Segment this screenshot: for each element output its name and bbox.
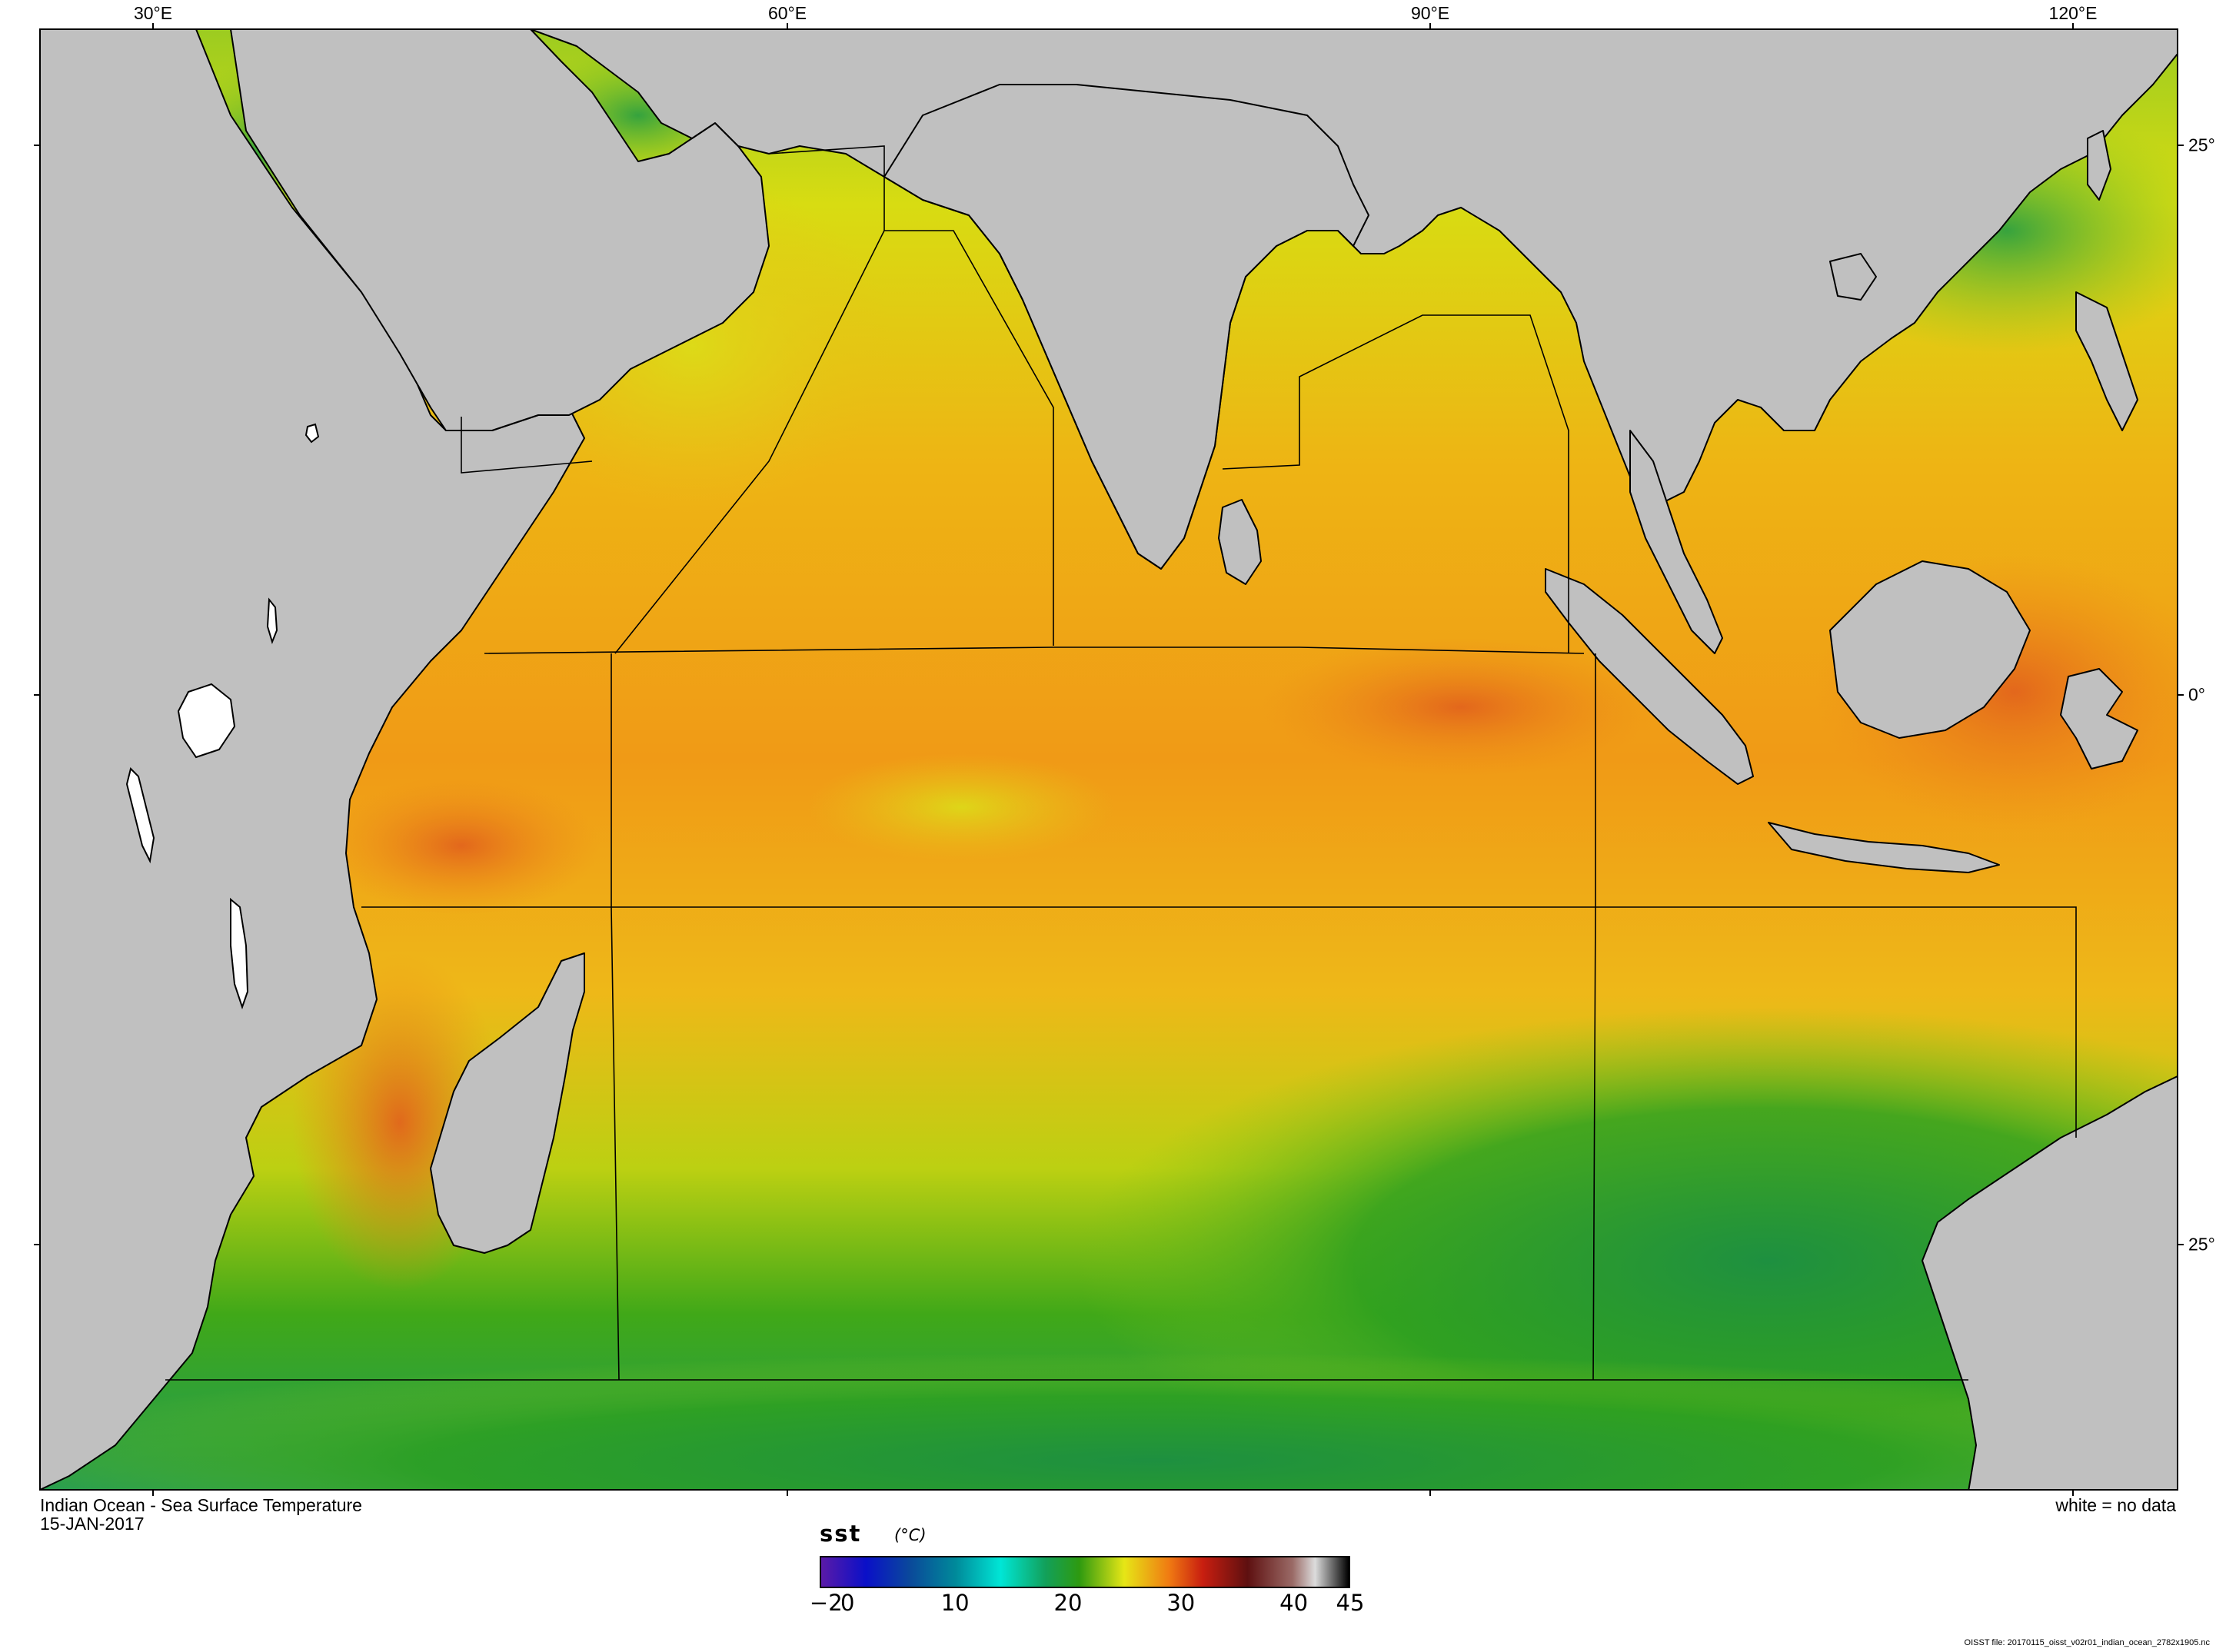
colorbar-tick-label: 10 — [940, 1590, 970, 1616]
region-line-arabian-west — [614, 230, 885, 654]
no-data-lake-tana — [304, 423, 320, 444]
land-sri-lanka — [1218, 499, 1262, 585]
lat-label-25s: 25° — [2188, 1234, 2215, 1255]
land-arabia — [230, 29, 770, 431]
no-data-lake-victoria — [177, 683, 236, 759]
lat-label-0: 0° — [2188, 684, 2205, 705]
cold-southern-band — [40, 1353, 2178, 1490]
region-line-red-sea — [461, 417, 593, 474]
colorbar — [820, 1556, 1350, 1588]
map-title: Indian Ocean - Sea Surface Temperature — [40, 1495, 362, 1515]
colorbar-tick-label: 30 — [1166, 1590, 1196, 1616]
no-data-lake-tanganyika — [125, 767, 155, 864]
land-australia — [1922, 1075, 2178, 1490]
land-africa — [40, 29, 585, 1490]
land-borneo — [1829, 560, 2031, 739]
no-data-lake-rudolf — [266, 597, 278, 645]
hot-spot-somali — [323, 776, 600, 915]
colorbar-tick-label: 0 — [840, 1590, 855, 1616]
land-taiwan — [2087, 130, 2111, 201]
map-frame — [39, 28, 2178, 1491]
colorbar-tick-label: 40 — [1279, 1590, 1309, 1616]
lat-label-25n: 25° — [2188, 135, 2215, 155]
cool-patch-central — [807, 753, 1115, 861]
land-sulawesi — [2060, 668, 2138, 769]
region-line-arabian-sea — [768, 145, 1054, 646]
region-line-bay-of-bengal — [1222, 314, 1569, 653]
lon-label-60e: 60°E — [767, 3, 807, 23]
colorbar-variable: sst — [820, 1521, 862, 1547]
region-line-equator — [484, 647, 1585, 654]
colorbar-tick-label: 45 — [1336, 1590, 1365, 1616]
hot-spot-equatorial — [1261, 638, 1661, 776]
lon-label-30e: 30°E — [133, 3, 173, 23]
land-madagascar — [430, 952, 585, 1254]
file-note: OISST file: 20170115_oisst_v02r01_indian… — [1964, 1638, 2210, 1647]
land-india-peninsula — [883, 84, 1369, 570]
no-data-note: white = no data — [2055, 1495, 2176, 1515]
no-data-lake-malawi — [230, 897, 249, 1010]
colorbar-ticks: −2 0 10 20 30 40 45 — [810, 1590, 1365, 1620]
land-malay-peninsula — [1629, 430, 1723, 654]
map-date: 15-JAN-2017 — [40, 1514, 145, 1534]
lon-label-120e: 120°E — [2048, 3, 2098, 23]
land-hainan — [1829, 253, 1877, 301]
frame-ticks — [34, 23, 2184, 1496]
lon-label-90e: 90°E — [1410, 3, 1450, 23]
land-sumatra — [1545, 568, 1754, 785]
land-java — [1768, 822, 2000, 873]
region-line-15s — [361, 906, 2077, 1138]
colorbar-units: (°C) — [894, 1526, 927, 1544]
land-philippines — [2075, 291, 2138, 431]
colorbar-tick-label: 20 — [1053, 1590, 1083, 1616]
colorbar-tick-label: −2 — [809, 1590, 843, 1616]
